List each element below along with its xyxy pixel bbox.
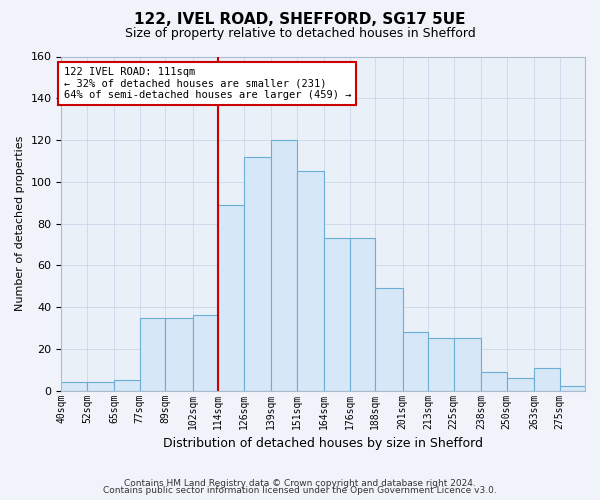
Bar — [140, 318, 165, 390]
Bar — [481, 372, 506, 390]
Bar — [271, 140, 297, 390]
Bar — [244, 156, 271, 390]
Text: Size of property relative to detached houses in Shefford: Size of property relative to detached ho… — [125, 28, 475, 40]
Bar — [61, 382, 87, 390]
Bar — [87, 382, 115, 390]
Bar — [297, 172, 324, 390]
Bar — [115, 380, 140, 390]
Text: 122, IVEL ROAD, SHEFFORD, SG17 5UE: 122, IVEL ROAD, SHEFFORD, SG17 5UE — [134, 12, 466, 28]
Text: 122 IVEL ROAD: 111sqm
← 32% of detached houses are smaller (231)
64% of semi-det: 122 IVEL ROAD: 111sqm ← 32% of detached … — [64, 67, 351, 100]
Bar — [403, 332, 428, 390]
Bar — [534, 368, 560, 390]
Bar — [350, 238, 375, 390]
Bar — [375, 288, 403, 390]
Bar — [506, 378, 534, 390]
Bar — [454, 338, 481, 390]
Y-axis label: Number of detached properties: Number of detached properties — [15, 136, 25, 312]
Bar — [324, 238, 350, 390]
Text: Contains HM Land Registry data © Crown copyright and database right 2024.: Contains HM Land Registry data © Crown c… — [124, 478, 476, 488]
Bar — [428, 338, 454, 390]
Bar — [165, 318, 193, 390]
Bar — [193, 316, 218, 390]
Bar — [560, 386, 585, 390]
X-axis label: Distribution of detached houses by size in Shefford: Distribution of detached houses by size … — [163, 437, 483, 450]
Text: Contains public sector information licensed under the Open Government Licence v3: Contains public sector information licen… — [103, 486, 497, 495]
Bar — [218, 205, 244, 390]
